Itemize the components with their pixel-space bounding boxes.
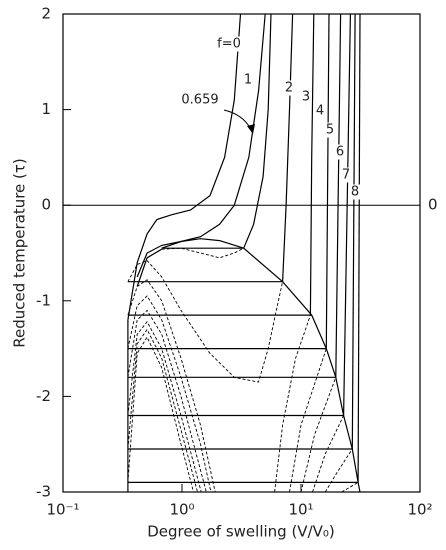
x-tick-label: 10¹ bbox=[288, 501, 313, 519]
curve-label: 0.659 bbox=[181, 93, 218, 108]
curve bbox=[324, 448, 353, 493]
label-background bbox=[324, 122, 336, 138]
curve bbox=[351, 13, 356, 450]
x-tick-label: 10² bbox=[407, 501, 432, 519]
curve bbox=[136, 13, 266, 278]
label-background bbox=[334, 144, 346, 160]
curve bbox=[127, 279, 216, 493]
curve bbox=[127, 320, 202, 493]
curve bbox=[136, 13, 272, 287]
curve bbox=[274, 314, 311, 493]
label-background bbox=[349, 184, 361, 200]
curve-label: 4 bbox=[316, 104, 324, 119]
curve bbox=[341, 482, 359, 493]
label-background bbox=[314, 103, 326, 119]
curve bbox=[127, 328, 198, 493]
curve-label: 6 bbox=[336, 145, 344, 160]
curve bbox=[127, 295, 212, 493]
label-background bbox=[216, 36, 242, 52]
curve bbox=[127, 336, 194, 493]
curve-label: 2 bbox=[285, 81, 293, 96]
label-background bbox=[340, 167, 352, 183]
label-background bbox=[283, 80, 295, 96]
y-tick-label: 1 bbox=[41, 100, 51, 118]
curve-label: 5 bbox=[326, 123, 334, 138]
curve bbox=[289, 348, 327, 493]
curve-label: 3 bbox=[302, 90, 310, 105]
curve bbox=[127, 260, 284, 383]
x-tick-label: 10⁰ bbox=[169, 501, 194, 519]
label-background bbox=[242, 72, 254, 88]
label-background bbox=[300, 89, 312, 105]
y-tick-label: 0 bbox=[41, 196, 51, 214]
curve-label: 1 bbox=[244, 73, 252, 88]
curve bbox=[325, 13, 330, 349]
y-tick-label: -3 bbox=[36, 483, 51, 501]
curve bbox=[161, 247, 244, 259]
annotation-arrow bbox=[223, 109, 253, 133]
curve bbox=[282, 13, 294, 282]
x-tick-label: 10⁻¹ bbox=[46, 501, 79, 519]
x-axis-label: Degree of swelling (V/V₀) bbox=[147, 523, 335, 541]
curve bbox=[127, 309, 207, 493]
curve bbox=[300, 377, 337, 493]
curve bbox=[335, 13, 342, 378]
label-background bbox=[180, 92, 220, 108]
y-tick-label: -1 bbox=[36, 291, 51, 309]
curve bbox=[357, 13, 361, 483]
curve bbox=[312, 415, 345, 493]
plot-frame bbox=[62, 13, 421, 493]
curve bbox=[127, 13, 242, 320]
curve bbox=[309, 13, 315, 316]
y-axis-label: Reduced temperature (τ) bbox=[11, 158, 29, 348]
curve-label: 7 bbox=[342, 168, 350, 183]
y-tick-label: -2 bbox=[36, 387, 51, 405]
curve-label: f=0 bbox=[217, 37, 241, 52]
curve bbox=[343, 13, 351, 416]
curve-label: 8 bbox=[351, 185, 359, 200]
y2-tick-label: 0 bbox=[428, 196, 438, 214]
y-tick-label: 2 bbox=[41, 5, 51, 23]
